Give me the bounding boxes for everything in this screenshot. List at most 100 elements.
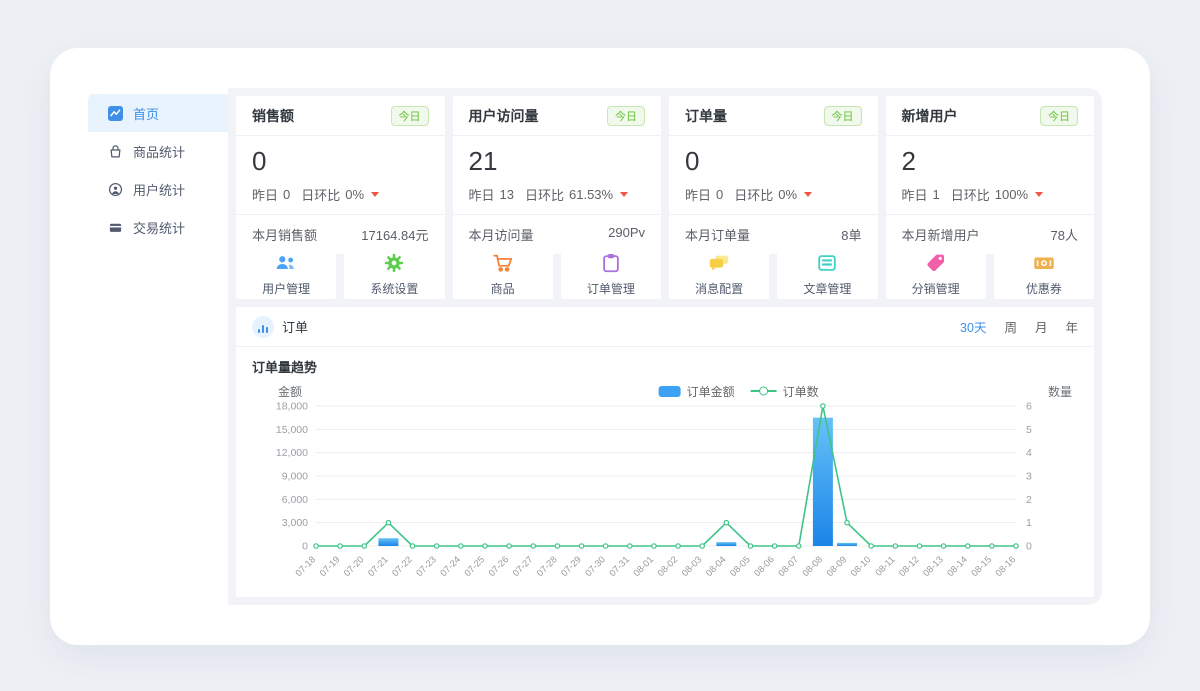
shortcut-goods[interactable]: 商品 — [452, 249, 553, 299]
svg-text:5: 5 — [1026, 424, 1032, 436]
tab-30days[interactable]: 30天 — [960, 321, 987, 335]
svg-text:07-31: 07-31 — [607, 554, 631, 578]
chart-card-title: 订单 — [282, 320, 309, 335]
sidebar-item-trade-stats[interactable]: 交易统计 — [88, 208, 228, 246]
legend-line-swatch — [750, 390, 777, 392]
shortcut-system-settings[interactable]: 系统设置 — [344, 249, 445, 299]
shortcut-label: 用户管理 — [262, 281, 311, 296]
card-footer-value: 290Pv — [608, 225, 645, 240]
svg-text:0: 0 — [1026, 541, 1032, 553]
svg-text:08-13: 08-13 — [921, 554, 945, 578]
svg-text:2: 2 — [1026, 494, 1032, 506]
order-trend-chart: 18,000 6 15,000 5 12,000 4 9,000 3 6,000 2 3,000 1 0… — [276, 401, 1032, 579]
trend-title: 订单量趋势 — [252, 360, 318, 375]
shortcut-user-management[interactable]: 用户管理 — [236, 249, 337, 299]
cart-icon — [492, 252, 514, 274]
svg-text:9,000: 9,000 — [282, 471, 308, 483]
ratio-label: 日环比 — [950, 188, 990, 203]
sidebar-item-user-stats[interactable]: 用户统计 — [88, 170, 228, 208]
shortcut-coupon[interactable]: 优惠券 — [993, 249, 1094, 299]
legend-order-amount[interactable]: 订单金额 — [658, 383, 735, 400]
svg-text:3: 3 — [1026, 471, 1032, 483]
svg-text:08-12: 08-12 — [897, 554, 921, 578]
shortcut-label: 消息配置 — [695, 281, 744, 296]
ratio-value: 61.53% — [569, 187, 614, 202]
svg-text:6: 6 — [1026, 401, 1032, 413]
card-footer-label: 本月新增用户 — [901, 228, 980, 243]
tag-icon — [925, 252, 947, 274]
tab-year[interactable]: 年 — [1065, 321, 1078, 335]
svg-text:07-21: 07-21 — [366, 554, 390, 578]
shortcut-article-management[interactable]: 文章管理 — [777, 249, 878, 299]
svg-text:07-25: 07-25 — [462, 554, 486, 578]
yesterday-label: 昨日 — [685, 188, 712, 203]
stat-cards-row: 销售额 今日 0 昨日 0 日环比 0% 本月销售额 17164.84元 — [236, 96, 1094, 254]
svg-text:4: 4 — [1026, 447, 1032, 459]
amount-bars — [378, 417, 858, 546]
shortcut-message-config[interactable]: 消息配置 — [669, 249, 770, 299]
svg-text:08-14: 08-14 — [945, 554, 969, 578]
ratio-value: 100% — [994, 187, 1029, 202]
svg-text:6,000: 6,000 — [282, 494, 308, 506]
today-badge: 今日 — [390, 106, 429, 126]
svg-text:08-11: 08-11 — [873, 554, 896, 577]
shortcut-label: 分销管理 — [911, 281, 960, 296]
sidebar-item-home[interactable]: 首页 — [88, 94, 228, 132]
shortcut-distribution-management[interactable]: 分销管理 — [885, 249, 986, 299]
main-content: 销售额 今日 0 昨日 0 日环比 0% 本月销售额 17164.84元 — [228, 88, 1102, 605]
svg-text:07-22: 07-22 — [390, 554, 414, 578]
card-subline: 昨日 13 日环比 61.53% — [469, 185, 646, 204]
card-title: 新增用户 — [901, 108, 958, 124]
sidebar-item-goods-stats[interactable]: 商品统计 — [88, 132, 228, 170]
yesterday-value: 0 — [283, 187, 291, 202]
svg-text:08-01: 08-01 — [631, 554, 655, 578]
today-badge: 今日 — [607, 106, 645, 126]
svg-text:08-02: 08-02 — [656, 554, 680, 578]
card-subline: 昨日 0 日环比 0% — [685, 185, 862, 204]
yesterday-label: 昨日 — [468, 188, 495, 203]
tab-month[interactable]: 月 — [1034, 321, 1048, 335]
svg-text:08-10: 08-10 — [849, 554, 873, 578]
svg-text:07-24: 07-24 — [438, 554, 462, 578]
shortcut-order-management[interactable]: 订单管理 — [560, 249, 661, 299]
svg-text:1: 1 — [1026, 517, 1032, 529]
chart-range-tabs: 30天 周 月 年 — [960, 317, 1078, 336]
order-chart-card: 订单 30天 周 月 年 订单量趋势 金额 订单金额 — [236, 307, 1094, 597]
svg-text:08-08: 08-08 — [800, 554, 824, 578]
ratio-label: 日环比 — [524, 188, 564, 203]
yesterday-value: 0 — [716, 187, 724, 202]
yesterday-label: 昨日 — [252, 188, 279, 203]
tab-week[interactable]: 周 — [1004, 321, 1017, 335]
chat-icon — [707, 252, 731, 274]
svg-text:07-26: 07-26 — [487, 554, 511, 578]
x-axis-labels: 07-18 07-19 07-20 07-21 07-22 07-23 07-24 07-25… — [294, 554, 1018, 578]
shortcuts-row: 用户管理 系统设置 商品 订单管理 — [236, 249, 1094, 299]
stat-card-orders: 订单量 今日 0 昨日 0 日环比 0% 本月订单量 8单 — [669, 96, 878, 254]
svg-text:08-16: 08-16 — [994, 554, 1018, 578]
ratio-label: 日环比 — [734, 188, 774, 203]
shortcut-label: 订单管理 — [586, 281, 635, 296]
svg-text:3,000: 3,000 — [282, 517, 308, 529]
home-icon — [108, 105, 123, 121]
yesterday-value: 13 — [499, 187, 514, 202]
svg-text:08-15: 08-15 — [969, 554, 993, 578]
svg-text:08-04: 08-04 — [704, 554, 728, 578]
wallet-icon — [108, 220, 123, 235]
clipboard-icon — [600, 252, 622, 274]
sidebar: 首页 商品统计 用户统计 交易统计 — [88, 88, 228, 605]
svg-text:0: 0 — [302, 541, 308, 553]
legend-label: 订单数 — [782, 384, 819, 399]
shortcut-label: 系统设置 — [370, 281, 419, 296]
stat-card-visits: 用户访问量 今日 21 昨日 13 日环比 61.53% 本月访问量 290Pv — [452, 96, 661, 254]
svg-text:07-18: 07-18 — [294, 554, 318, 578]
card-value: 2 — [901, 146, 916, 176]
right-axis-title: 数量 — [1047, 384, 1072, 399]
shortcut-label: 优惠券 — [1025, 281, 1062, 296]
article-card-icon — [816, 252, 838, 274]
legend-order-count[interactable]: 订单数 — [750, 383, 819, 400]
card-subline: 昨日 0 日环比 0% — [252, 185, 429, 204]
card-footer-label: 本月访问量 — [468, 228, 534, 243]
card-title: 用户访问量 — [468, 108, 539, 124]
svg-text:08-06: 08-06 — [752, 554, 776, 578]
shortcut-label: 商品 — [490, 281, 515, 296]
